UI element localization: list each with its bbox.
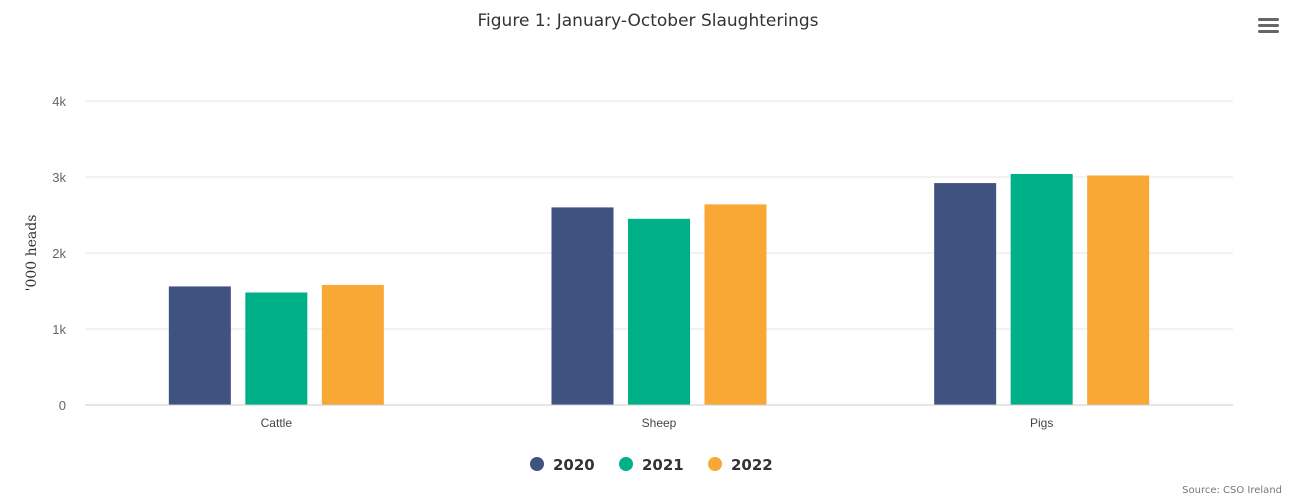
bar-pigs-2020[interactable] [934, 183, 997, 405]
legend-item-2021[interactable]: 2021 [619, 456, 684, 474]
y-axis-ticks: 0 1k 2k 3k 4k [52, 94, 66, 413]
legend-label: 2022 [731, 456, 773, 474]
legend-label: 2021 [642, 456, 684, 474]
chart-title: Figure 1: January-October Slaughterings [478, 11, 819, 31]
legend: 2020 2021 2022 [530, 456, 773, 474]
legend-item-2020[interactable]: 2020 [530, 456, 595, 474]
legend-marker [708, 457, 722, 471]
bar-sheep-2020[interactable] [551, 207, 614, 405]
y-tick-label: 2k [52, 246, 66, 261]
x-axis-categories: Cattle Sheep Pigs [261, 416, 1054, 430]
bars [168, 173, 1150, 405]
legend-item-2022[interactable]: 2022 [708, 456, 773, 474]
y-axis-label: '000 heads [24, 215, 40, 292]
y-tick-label: 3k [52, 170, 66, 185]
x-tick-label: Sheep [642, 416, 677, 430]
hamburger-menu-icon[interactable] [1252, 10, 1286, 40]
bar-sheep-2021[interactable] [628, 218, 690, 405]
x-tick-label: Pigs [1030, 416, 1053, 430]
chart-credit: Source: CSO Ireland [1182, 485, 1282, 496]
bar-cattle-2020[interactable] [168, 286, 231, 405]
bar-sheep-2022[interactable] [704, 204, 767, 405]
bar-pigs-2021[interactable] [1010, 173, 1073, 405]
y-tick-label: 4k [52, 94, 66, 109]
y-tick-label: 0 [59, 398, 66, 413]
y-tick-label: 1k [52, 322, 66, 337]
x-tick-label: Cattle [261, 416, 293, 430]
bar-cattle-2022[interactable] [321, 284, 384, 405]
bar-pigs-2022[interactable] [1087, 175, 1150, 405]
bar-cattle-2021[interactable] [245, 292, 308, 405]
legend-label: 2020 [553, 456, 595, 474]
legend-marker [619, 457, 633, 471]
legend-marker [530, 457, 544, 471]
